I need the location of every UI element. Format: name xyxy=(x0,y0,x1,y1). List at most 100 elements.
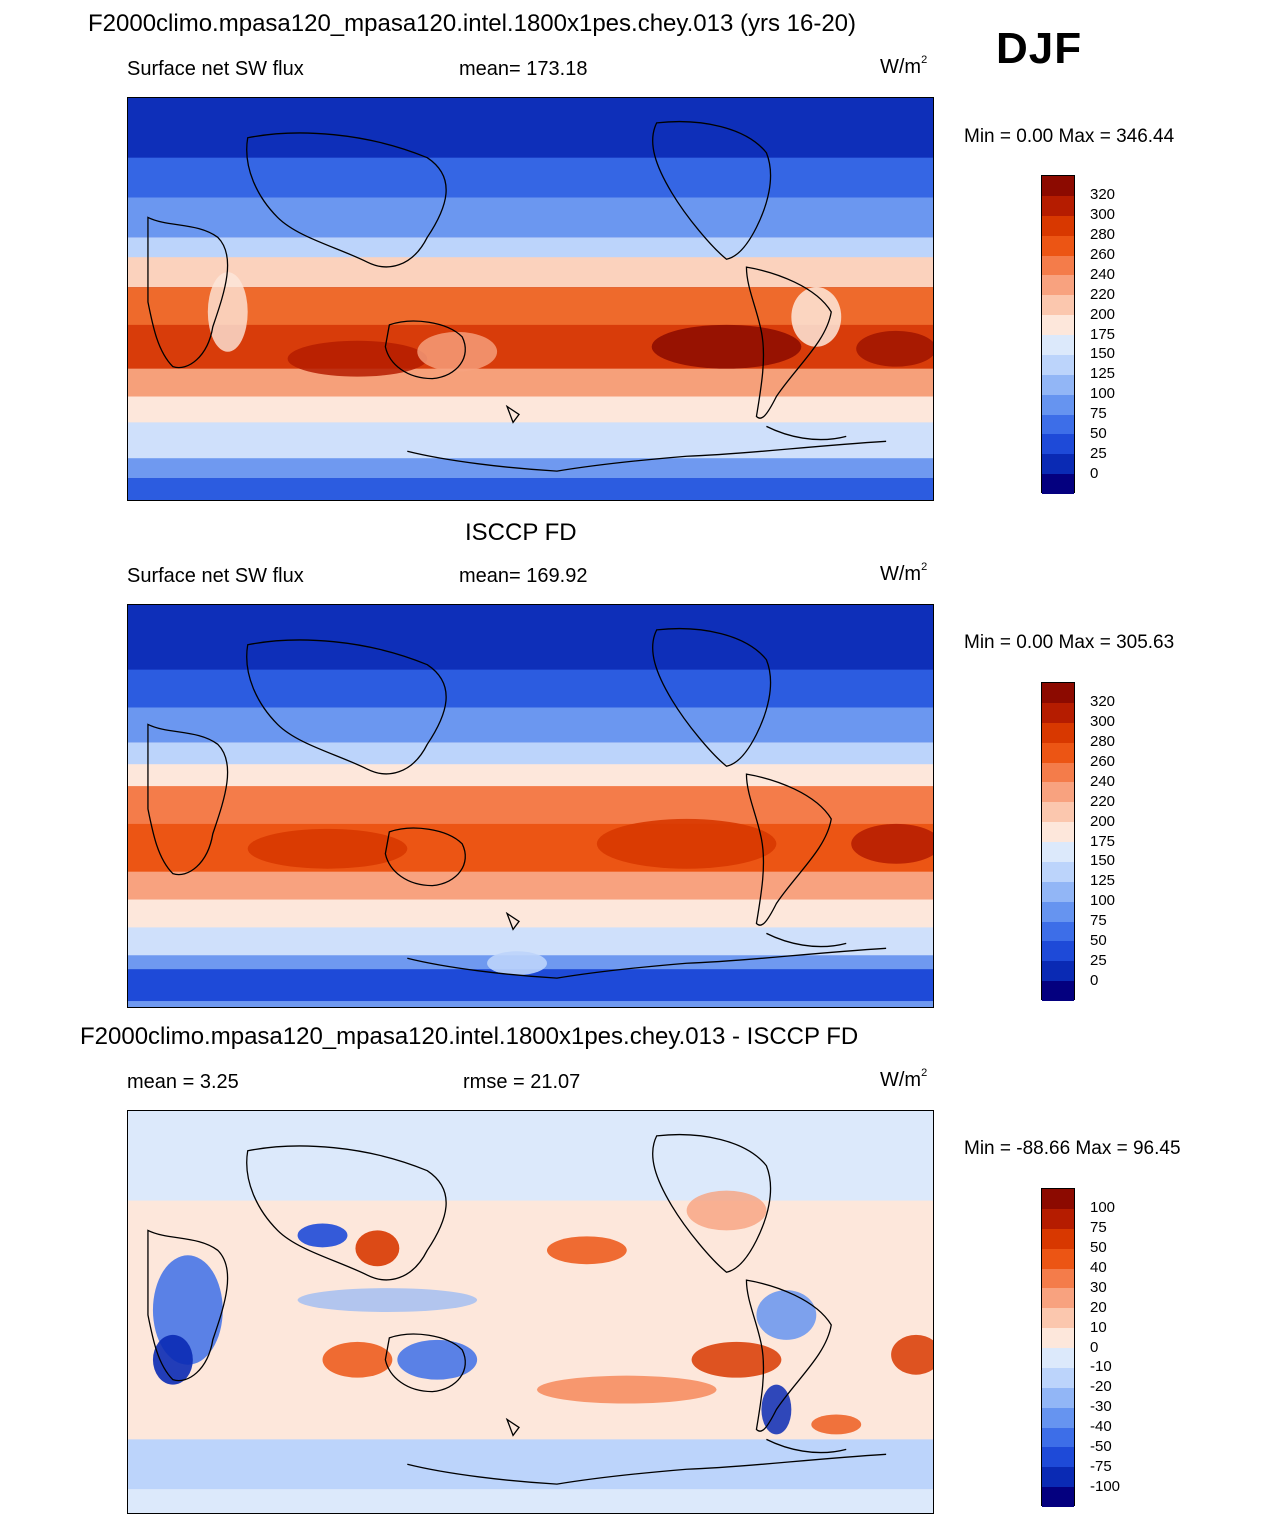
units-text: W/m xyxy=(880,56,922,78)
colorbar-tick-label: 30 xyxy=(1090,1278,1107,1296)
colorbar-swatch xyxy=(1042,981,1074,1001)
colorbar-swatch xyxy=(1042,1348,1074,1368)
colorbar-tick-label: 125 xyxy=(1090,365,1116,383)
colorbar-swatch xyxy=(1042,1467,1074,1488)
units-exponent: 2 xyxy=(921,561,928,573)
colorbar-tick-label: 100 xyxy=(1090,385,1116,403)
colorbar-tick-label: 75 xyxy=(1090,1219,1107,1237)
colorbar-swatch xyxy=(1042,861,1074,882)
colorbar-swatch xyxy=(1042,901,1074,922)
colorbar-swatch xyxy=(1042,782,1074,803)
colorbar-tick-label: 240 xyxy=(1090,265,1116,283)
colorbar-tick-label: 300 xyxy=(1090,713,1116,731)
colorbar-tick-label: 50 xyxy=(1090,1239,1107,1257)
colorbar-swatch xyxy=(1042,1427,1074,1448)
panel-obs-units: W/m2 xyxy=(880,561,928,586)
colorbar-swatch xyxy=(1042,414,1074,435)
colorbar-tick-label: 125 xyxy=(1090,872,1116,890)
colorbar-tick-label: 25 xyxy=(1090,951,1107,969)
panel-model-colorbar-labels: 320 300 280 260 240 220 200 175 150 125 100 75 50 25 0 xyxy=(1090,175,1150,493)
colorbar-swatch xyxy=(1042,1407,1074,1428)
colorbar-swatch xyxy=(1042,683,1074,703)
colorbar-swatch xyxy=(1042,176,1074,196)
colorbar-tick-label: 260 xyxy=(1090,753,1116,770)
colorbar-swatch xyxy=(1042,1447,1074,1468)
colorbar-swatch xyxy=(1042,1208,1074,1229)
colorbar-tick-label: 0 xyxy=(1090,971,1099,989)
panel-obs-field-label: Surface net SW flux xyxy=(127,565,304,587)
colorbar-tick-label: 280 xyxy=(1090,226,1116,244)
colorbar-tick-label: 320 xyxy=(1090,693,1116,711)
colorbar-swatch xyxy=(1042,1228,1074,1249)
colorbar-swatch xyxy=(1042,1189,1074,1209)
figure-title: F2000climo.mpasa120_mpasa120.intel.1800x… xyxy=(88,10,857,37)
panel-diff-rmse: rmse = 21.07 xyxy=(463,1071,581,1093)
panel-obs-map xyxy=(127,604,934,1008)
panel-diff-map xyxy=(127,1110,934,1514)
colorbar-swatch xyxy=(1042,354,1074,375)
colorbar-tick-label: 50 xyxy=(1090,931,1107,949)
panel-model-colorbar xyxy=(1041,175,1075,494)
colorbar-tick-label: -20 xyxy=(1090,1378,1112,1396)
panel-obs-minmax: Min = 0.00 Max = 305.63 xyxy=(964,632,1175,653)
panel-diff-mean: mean = 3.25 xyxy=(127,1071,239,1093)
colorbar-swatch xyxy=(1042,255,1074,276)
colorbar-tick-label: 240 xyxy=(1090,772,1116,790)
colorbar-swatch xyxy=(1042,1387,1074,1408)
panel-obs-heading: ISCCP FD xyxy=(465,519,577,546)
colorbar-swatch xyxy=(1042,1328,1074,1348)
colorbar-tick-label: 150 xyxy=(1090,852,1116,870)
colorbar-tick-label: 50 xyxy=(1090,424,1107,442)
panel-obs-colorbar-labels: 320 300 280 260 240 220 200 175 150 125 100 75 50 25 0 xyxy=(1090,682,1150,1000)
colorbar-swatch xyxy=(1042,762,1074,783)
colorbar-swatch xyxy=(1042,195,1074,216)
colorbar-swatch xyxy=(1042,295,1074,316)
colorbar-tick-label: 0 xyxy=(1090,464,1099,482)
colorbar-tick-label: 220 xyxy=(1090,285,1116,303)
units-text: W/m xyxy=(880,1069,922,1091)
colorbar-tick-label: 75 xyxy=(1090,405,1107,422)
panel-model-mean: mean= 173.18 xyxy=(459,58,588,80)
season-label: DJF xyxy=(996,24,1083,73)
colorbar-tick-label: 100 xyxy=(1090,1199,1116,1217)
colorbar-swatch xyxy=(1042,881,1074,902)
colorbar-swatch xyxy=(1042,394,1074,415)
panel-obs-mean: mean= 169.92 xyxy=(459,565,588,587)
colorbar-tick-label: -10 xyxy=(1090,1358,1112,1376)
colorbar-swatch xyxy=(1042,1268,1074,1289)
colorbar-tick-label: -100 xyxy=(1090,1477,1121,1495)
colorbar-tick-label: 0 xyxy=(1090,1338,1099,1356)
units-exponent: 2 xyxy=(921,1067,928,1079)
colorbar-tick-label: -75 xyxy=(1090,1457,1112,1475)
colorbar-swatch xyxy=(1042,235,1074,256)
panel-model-map-svg xyxy=(128,98,933,500)
colorbar-tick-label: 100 xyxy=(1090,892,1116,910)
colorbar-tick-label: 25 xyxy=(1090,444,1107,462)
colorbar-swatch xyxy=(1042,961,1074,982)
colorbar-swatch xyxy=(1042,702,1074,723)
colorbar-tick-label: 320 xyxy=(1090,186,1116,204)
panel-diff-heading: F2000climo.mpasa120_mpasa120.intel.1800x… xyxy=(80,1023,859,1050)
colorbar-swatch xyxy=(1042,315,1074,335)
colorbar-swatch xyxy=(1042,742,1074,763)
colorbar-tick-label: 260 xyxy=(1090,246,1116,263)
colorbar-swatch xyxy=(1042,335,1074,355)
colorbar-tick-label: 175 xyxy=(1090,325,1116,343)
panel-model-minmax: Min = 0.00 Max = 346.44 xyxy=(964,126,1175,147)
colorbar-swatch xyxy=(1042,474,1074,494)
colorbar-tick-label: 40 xyxy=(1090,1259,1107,1276)
colorbar-tick-label: 10 xyxy=(1090,1318,1107,1336)
panel-model-units: W/m2 xyxy=(880,54,928,79)
colorbar-tick-label: -40 xyxy=(1090,1418,1112,1435)
colorbar-tick-label: 200 xyxy=(1090,812,1116,830)
colorbar-tick-label: 75 xyxy=(1090,912,1107,929)
colorbar-swatch xyxy=(1042,434,1074,455)
units-exponent: 2 xyxy=(921,54,928,66)
colorbar-swatch xyxy=(1042,921,1074,942)
colorbar-swatch xyxy=(1042,215,1074,236)
colorbar-swatch xyxy=(1042,454,1074,475)
colorbar-swatch xyxy=(1042,275,1074,296)
colorbar-tick-label: -50 xyxy=(1090,1437,1112,1455)
colorbar-swatch xyxy=(1042,722,1074,743)
colorbar-tick-label: 280 xyxy=(1090,733,1116,751)
